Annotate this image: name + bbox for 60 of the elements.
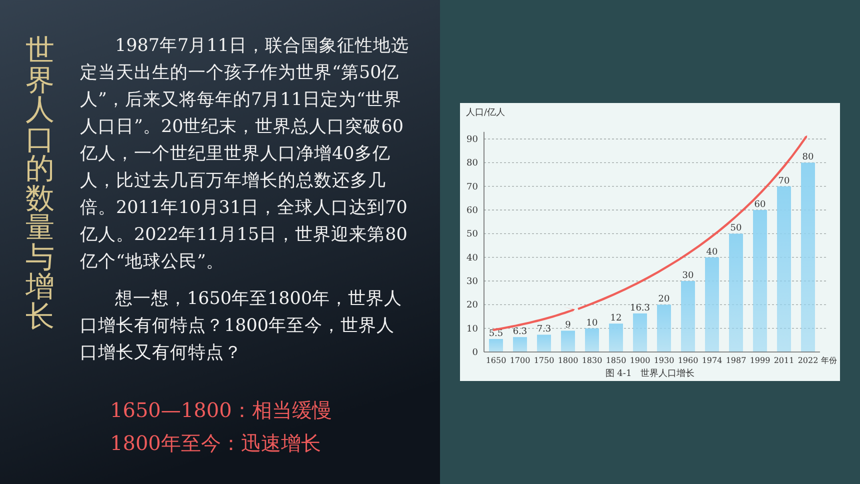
x-tick-label: 1830	[582, 356, 602, 365]
bar	[681, 281, 695, 352]
y-tick-label: 60	[466, 206, 478, 216]
text: 1800年至今：迅速增长	[110, 430, 322, 457]
bar	[633, 313, 647, 352]
x-tick-label: 2022	[798, 356, 818, 365]
bar	[705, 257, 719, 352]
y-tick-label: 90	[466, 135, 478, 145]
data-label: 40	[706, 247, 718, 258]
text: 想一想，1650年至1800年，世界人口增长有何特点？1800年至今，世界人口增长又有何特点？	[80, 288, 404, 365]
bar	[585, 328, 599, 352]
y-tick-label: 80	[466, 158, 478, 169]
x-tick-label: 2011	[774, 356, 794, 365]
y-tick-label: 50	[466, 230, 478, 240]
data-label: 5.5	[488, 328, 504, 339]
data-label: 80	[802, 152, 814, 163]
chart-title: 世界人口的数量与增长	[26, 33, 54, 332]
y-tick-label: 70	[466, 182, 478, 192]
bar	[777, 186, 791, 352]
data-label: 6.3	[512, 327, 528, 338]
y-tick-label: 40	[466, 253, 478, 264]
x-tick-label: 1974	[702, 356, 722, 365]
x-tick-label: 1930	[654, 356, 674, 365]
y-tick-label: 20	[466, 300, 478, 311]
x-tick-label: 1987	[726, 356, 746, 365]
y-tick-label: 10	[466, 324, 478, 334]
bar	[729, 234, 743, 352]
x-tick-label: 1999	[750, 356, 770, 365]
text: 1987年7月11日，联合国象征性地选定当天出生的一个孩子作为世界“第50亿人”，后来又将每年的7月11日定为“世界人口日”。20世纪末，世界总人口突破60亿人，一个世纪里世界人口净增40多亿人，比过去几百万年增长的总数还多几倍。2011年10月31日，全球人口达到70亿人。2022年11月15日，世界迎来第80亿个“地球公民”。	[80, 36, 409, 272]
x-axis-title: 年份	[821, 356, 837, 365]
bar	[657, 304, 671, 352]
data-label: 30	[682, 271, 694, 281]
x-tick-label: 1750	[534, 356, 554, 365]
data-label: 16.3	[630, 303, 650, 314]
bar	[513, 337, 527, 352]
bar	[753, 210, 767, 352]
x-tick-label: 1850	[606, 356, 626, 365]
caption: 图 4-1 世界人口增长	[605, 368, 695, 379]
bar	[561, 330, 575, 352]
data-label: 9	[565, 320, 572, 331]
data-label: 60	[754, 200, 766, 210]
bar	[537, 334, 551, 352]
text: 1650—1800：相当缓慢	[110, 397, 333, 424]
y-tick-label: 0	[472, 348, 478, 358]
bar	[801, 162, 815, 352]
data-label: 7.3	[536, 324, 552, 335]
y-tick-label: 30	[466, 277, 478, 287]
x-tick-label: 1960	[678, 356, 698, 365]
x-tick-label: 1800	[558, 356, 578, 365]
bar	[489, 338, 503, 352]
data-label: 20	[658, 294, 670, 305]
y-axis-title: 人口/亿人	[466, 107, 506, 118]
x-tick-label: 1650	[486, 356, 506, 365]
data-label: 70	[778, 176, 790, 186]
data-label: 12	[610, 314, 622, 324]
x-tick-label: 1700	[510, 356, 530, 365]
data-label: 10	[586, 318, 598, 328]
x-tick-label: 1900	[630, 356, 650, 365]
bar	[609, 324, 623, 352]
data-label: 50	[730, 224, 742, 234]
